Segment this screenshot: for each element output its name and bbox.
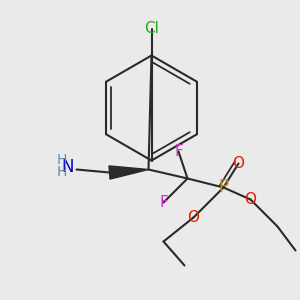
Text: O: O bbox=[232, 156, 244, 171]
Text: O: O bbox=[244, 192, 256, 207]
Text: H: H bbox=[56, 166, 67, 179]
Text: O: O bbox=[188, 210, 200, 225]
Text: N: N bbox=[61, 158, 74, 175]
Text: Cl: Cl bbox=[144, 21, 159, 36]
Polygon shape bbox=[109, 166, 148, 179]
Text: P: P bbox=[218, 178, 229, 196]
Text: H: H bbox=[56, 154, 67, 167]
Text: F: F bbox=[159, 195, 168, 210]
Text: F: F bbox=[174, 144, 183, 159]
